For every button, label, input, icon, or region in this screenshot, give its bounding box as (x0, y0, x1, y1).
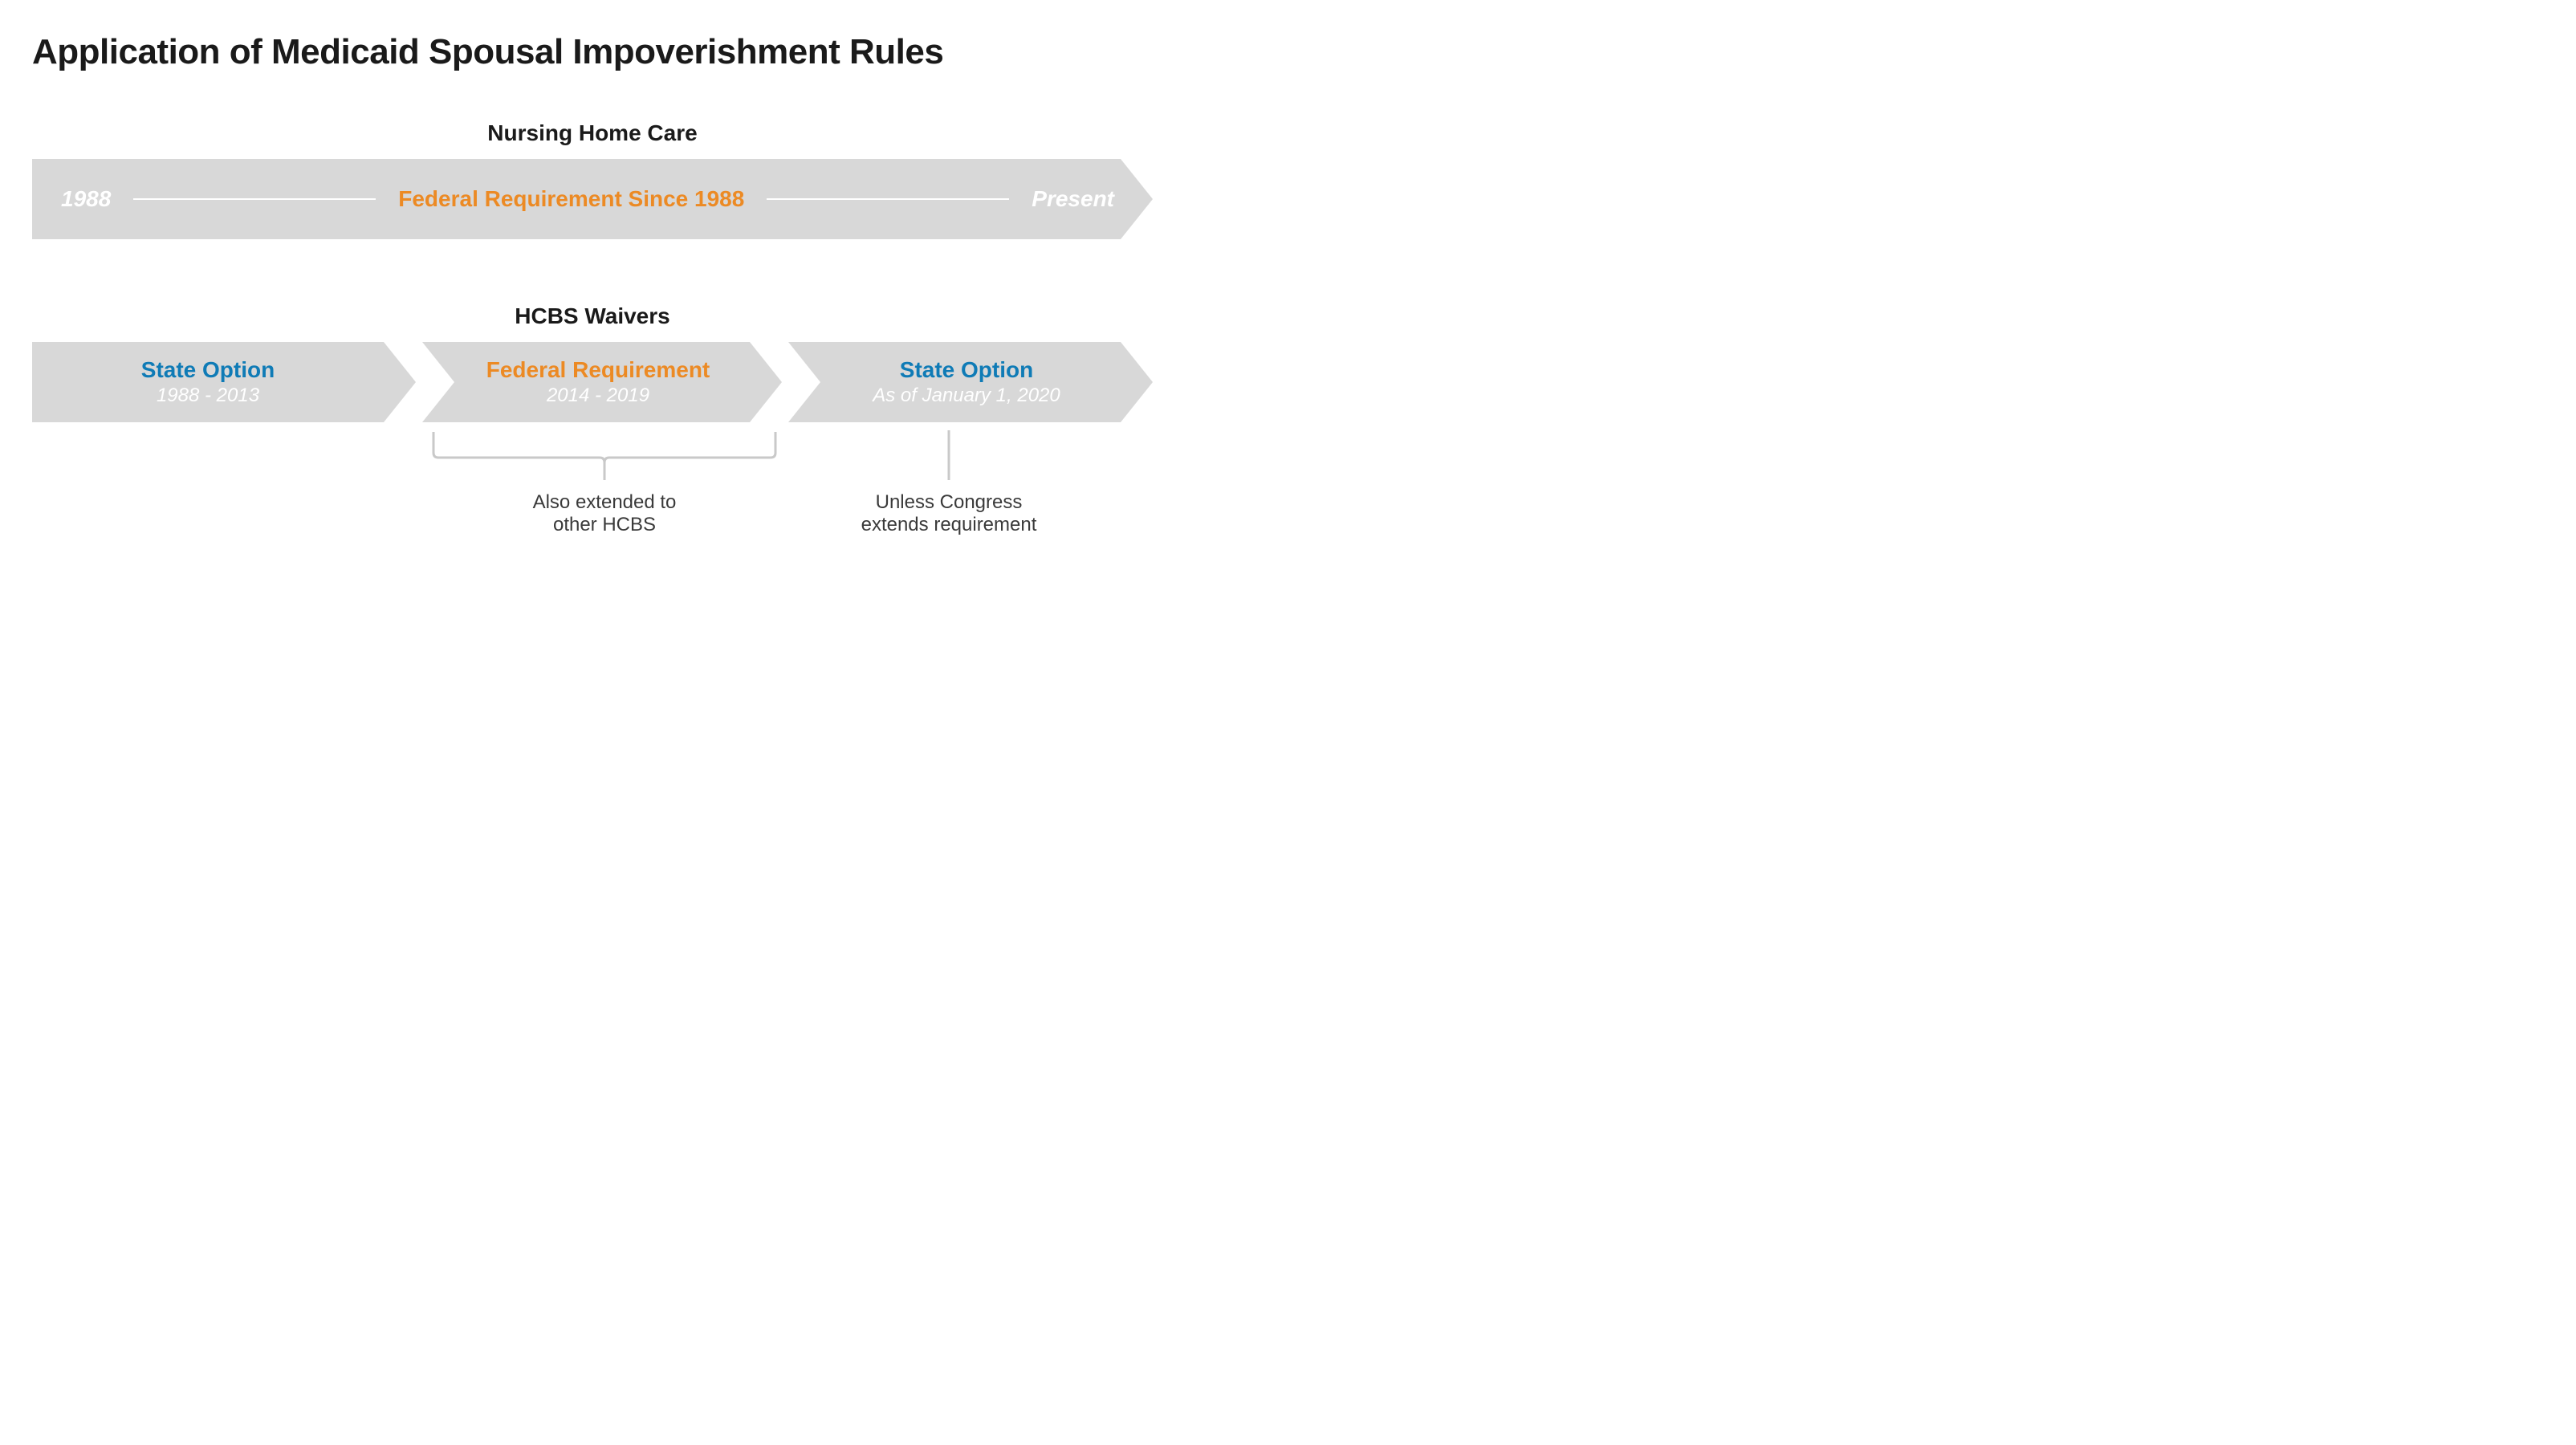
hcbs-annotation-2-line2: extends requirement (861, 514, 1037, 535)
hcbs-annotation-1-line1: Also extended to (533, 491, 677, 513)
hcbs-seg2-range: 2014 - 2019 (547, 385, 649, 407)
nursing-section-label: Nursing Home Care (32, 120, 1153, 146)
hcbs-seg1-range: 1988 - 2013 (157, 385, 259, 407)
hcbs-annotation-2: Unless Congress extends requirement (820, 491, 1077, 536)
nursing-arrow: 1988 Federal Requirement Since 1988 Pres… (32, 159, 1153, 239)
chevron-notch-icon (422, 342, 454, 422)
arrow-head-icon (1121, 342, 1153, 422)
hcbs-seg3-range: As of January 1, 2020 (873, 385, 1060, 407)
hcbs-section-label: HCBS Waivers (32, 303, 1153, 329)
hcbs-seg2-title: Federal Requirement (486, 357, 710, 383)
hcbs-segment-3: State Option As of January 1, 2020 (788, 342, 1121, 422)
chevron-notch-icon (788, 342, 820, 422)
arrow-head-icon (384, 342, 416, 422)
hcbs-seg1-title: State Option (141, 357, 275, 383)
nursing-end-label: Present (1032, 186, 1114, 212)
nursing-center-label: Federal Requirement Since 1988 (398, 186, 744, 212)
hcbs-segment-2: Federal Requirement 2014 - 2019 (422, 342, 750, 422)
hcbs-annotation-1-line2: other HCBS (553, 514, 656, 535)
arrow-head-icon (1121, 159, 1153, 239)
bracket-icon (432, 430, 777, 486)
nursing-start-year: 1988 (61, 186, 111, 212)
connector-line-icon (946, 430, 951, 483)
hcbs-annotation-1: Also extended to other HCBS (432, 491, 777, 536)
divider-line (767, 198, 1009, 200)
divider-line (133, 198, 376, 200)
page-title: Application of Medicaid Spousal Impoveri… (32, 32, 1153, 72)
hcbs-seg3-title: State Option (900, 357, 1033, 383)
hcbs-segment-1: State Option 1988 - 2013 (32, 342, 384, 422)
hcbs-arrow: State Option 1988 - 2013 Federal Require… (32, 342, 1153, 422)
hcbs-annotation-2-line1: Unless Congress (876, 491, 1023, 513)
arrow-head-icon (750, 342, 782, 422)
